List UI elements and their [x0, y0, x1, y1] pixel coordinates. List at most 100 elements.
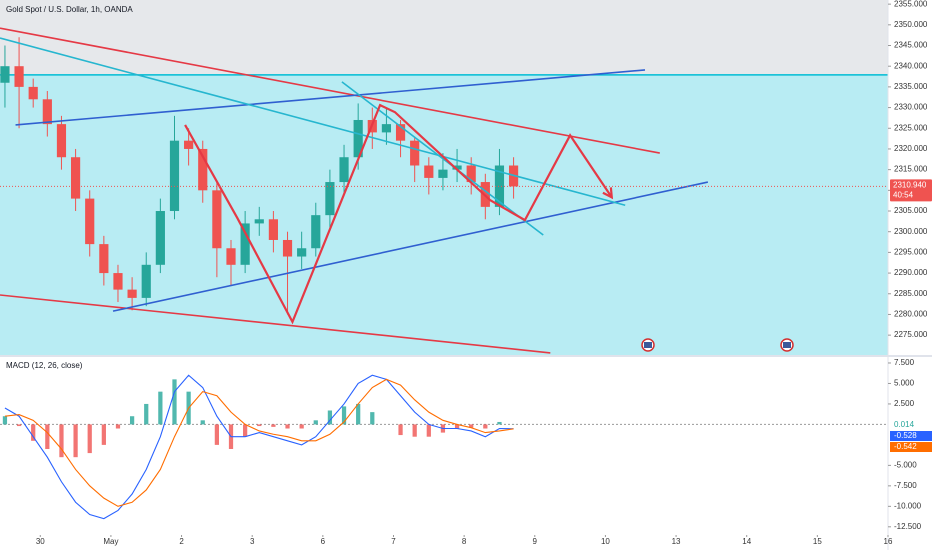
- histogram-bar: [483, 424, 488, 429]
- candle-body: [127, 289, 137, 298]
- y-tick-label: 2.500: [894, 399, 915, 408]
- candle-body: [282, 239, 293, 257]
- x-tick-label: 15: [813, 537, 822, 546]
- candle-body: [438, 169, 448, 178]
- histogram-bar: [454, 424, 460, 429]
- histogram-bar: [341, 406, 347, 425]
- event-flag-inner: [644, 342, 652, 348]
- histogram-bar: [200, 420, 205, 425]
- histogram-bar: [327, 410, 333, 425]
- histogram-bar: [398, 424, 403, 436]
- trend-line: [0, 294, 551, 354]
- zone-below: [0, 74, 888, 355]
- histogram-bar: [271, 424, 276, 427]
- histogram-bar: [313, 420, 318, 425]
- candle-body: [28, 86, 38, 100]
- y-tick-label: 2345.000: [894, 41, 928, 50]
- x-tick-label: 9: [533, 537, 538, 546]
- histogram-bar: [172, 379, 177, 425]
- histogram-bar: [101, 424, 106, 445]
- countdown: 40:54: [893, 191, 914, 200]
- trend-line: [0, 27, 660, 154]
- candle-body: [466, 165, 476, 183]
- candle-body: [141, 264, 151, 298]
- histogram-bar: [16, 424, 22, 427]
- macd-line: [4, 378, 514, 507]
- y-tick-label: 2300.000: [894, 227, 928, 236]
- candle-body: [452, 165, 462, 170]
- y-tick-label: 2315.000: [894, 165, 928, 174]
- candle-body: [424, 165, 434, 178]
- histogram-bar: [144, 403, 149, 425]
- candle-body: [113, 273, 123, 290]
- candle-body: [0, 66, 10, 83]
- histogram-bar: [59, 424, 64, 458]
- histogram-bar: [73, 424, 78, 458]
- y-tick-label: 7.500: [894, 358, 915, 367]
- event-flag-inner: [783, 342, 791, 348]
- histogram-bar: [257, 424, 262, 427]
- histogram-bar: [87, 424, 92, 454]
- histogram-bar: [158, 391, 163, 425]
- x-tick-label: 16: [884, 537, 893, 546]
- candle-body: [297, 248, 307, 257]
- candle-body: [240, 223, 250, 265]
- candle-body: [14, 66, 24, 87]
- macd-line: [4, 374, 514, 520]
- candle-body: [85, 198, 95, 245]
- candle-body: [325, 182, 335, 216]
- candle-body: [311, 215, 321, 249]
- value-box: [890, 431, 932, 441]
- candle-body: [70, 157, 81, 199]
- y-tick-label: 5.000: [894, 379, 915, 388]
- x-tick-label: 2: [179, 537, 184, 546]
- histogram-bar: [497, 421, 502, 425]
- zone-above: [0, 0, 888, 75]
- x-tick-label: 30: [36, 537, 45, 546]
- histogram-bar: [115, 424, 121, 429]
- candle-body: [184, 140, 194, 149]
- histogram-bar: [299, 424, 304, 429]
- last-price-label: 2310.940: [893, 181, 927, 190]
- candle-body: [56, 124, 67, 158]
- y-tick-label: -5.000: [894, 460, 917, 469]
- value-box: [890, 442, 932, 452]
- candle-body: [254, 219, 264, 224]
- x-tick-label: 6: [321, 537, 326, 546]
- x-tick-label: 10: [601, 537, 610, 546]
- candle-body: [339, 157, 349, 183]
- x-tick-label: May: [103, 537, 118, 546]
- y-tick-label: 2285.000: [894, 289, 928, 298]
- candle-body: [226, 248, 236, 265]
- histogram-value: 0.014: [894, 420, 915, 429]
- y-tick-label: 2290.000: [894, 268, 928, 277]
- y-tick-label: -10.000: [894, 501, 922, 510]
- y-tick-label: 2305.000: [894, 206, 928, 215]
- y-tick-label: 2355.000: [894, 0, 928, 8]
- y-tick-label: 2280.000: [894, 310, 928, 319]
- x-tick-label: 3: [250, 537, 255, 546]
- x-tick-label: 13: [672, 537, 681, 546]
- histogram-bar: [426, 424, 431, 437]
- candle-body: [395, 124, 406, 141]
- axis-panel: [888, 0, 932, 355]
- x-tick-label: 14: [742, 537, 751, 546]
- y-tick-label: 2295.000: [894, 247, 928, 256]
- candle-body: [353, 119, 363, 158]
- arrow-head: [602, 187, 614, 200]
- value-label: -0.542: [894, 442, 917, 451]
- indicator-title: MACD (12, 26, close): [6, 361, 83, 370]
- trend-line: [0, 37, 626, 206]
- trend-line: [15, 69, 646, 126]
- x-tick-label: 8: [462, 537, 467, 546]
- candle-body: [268, 219, 278, 240]
- y-tick-label: -7.500: [894, 481, 917, 490]
- candle-body: [198, 148, 208, 191]
- y-tick-label: 2335.000: [894, 82, 928, 91]
- y-tick-label: 2320.000: [894, 144, 928, 153]
- y-tick-label: 2275.000: [894, 330, 928, 339]
- histogram-bar: [214, 424, 219, 445]
- y-tick-label: 2325.000: [894, 123, 928, 132]
- y-tick-label: 2340.000: [894, 61, 928, 70]
